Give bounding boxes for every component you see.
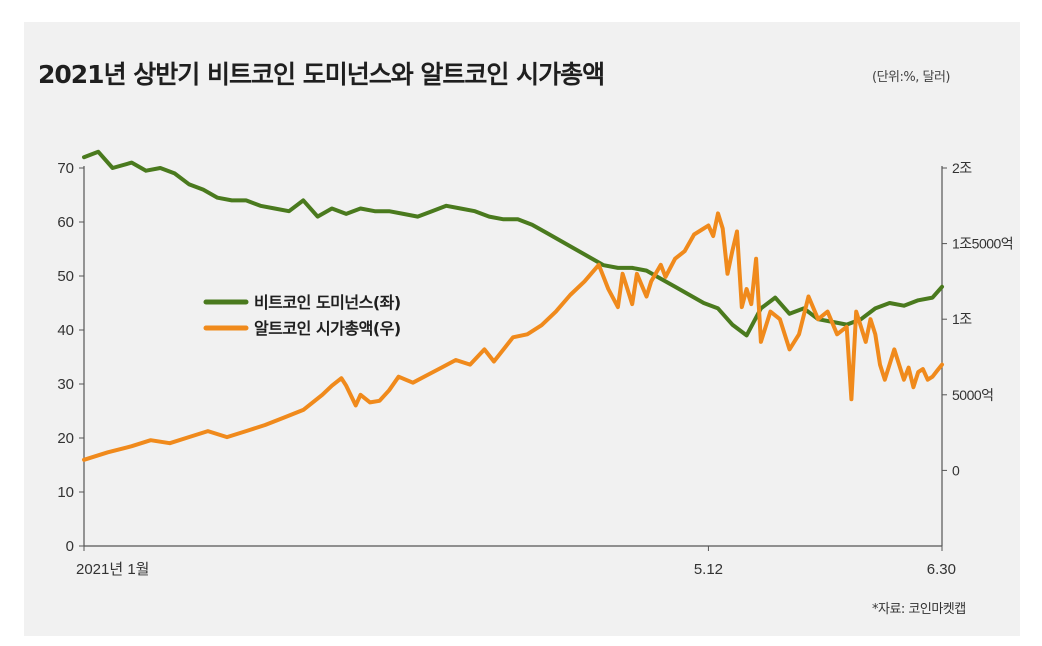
left-tick-label: 40 (57, 322, 74, 339)
left-tick-label: 10 (57, 484, 74, 501)
right-tick-label: 5000억 (952, 387, 994, 403)
right-tick-label: 2조 (952, 160, 972, 176)
x-tick-label: 6.30 (927, 561, 956, 578)
left-tick-label: 60 (57, 214, 74, 231)
tick-labels: 0 10 20 30 40 50 60 70 0 5000억 1조 1조5000억 2조 2021년 1월… (57, 160, 1013, 578)
chart-title: 2021년 상반기 비트코인 도미넌스와 알트코인 시가총액 (38, 60, 605, 89)
left-tick-label: 20 (57, 430, 74, 447)
left-tick-label: 50 (57, 268, 74, 285)
unit-note: (단위:%, 달러) (872, 70, 950, 85)
right-tick-label: 1조5000억 (952, 236, 1013, 252)
series-lines (82, 149, 944, 462)
source-note: *자료: 코인마켓캡 (872, 602, 966, 617)
left-tick-label: 30 (57, 376, 74, 393)
left-tick-label: 0 (66, 538, 74, 555)
altcoin-cap-series-line (82, 211, 944, 462)
left-tick-label: 70 (57, 160, 74, 177)
right-tick-label: 0 (952, 462, 960, 478)
legend-label-altcoin-cap: 알트코인 시가총액(우) (254, 319, 401, 338)
legend-label-dominance: 비트코인 도미넌스(좌) (254, 293, 401, 312)
x-tick-label: 2021년 1월 (76, 561, 149, 578)
x-tick-label: 5.12 (694, 561, 723, 578)
legend: 비트코인 도미넌스(좌) 알트코인 시가총액(우) (203, 293, 401, 338)
right-tick-label: 1조 (952, 311, 972, 327)
axes (79, 166, 947, 551)
